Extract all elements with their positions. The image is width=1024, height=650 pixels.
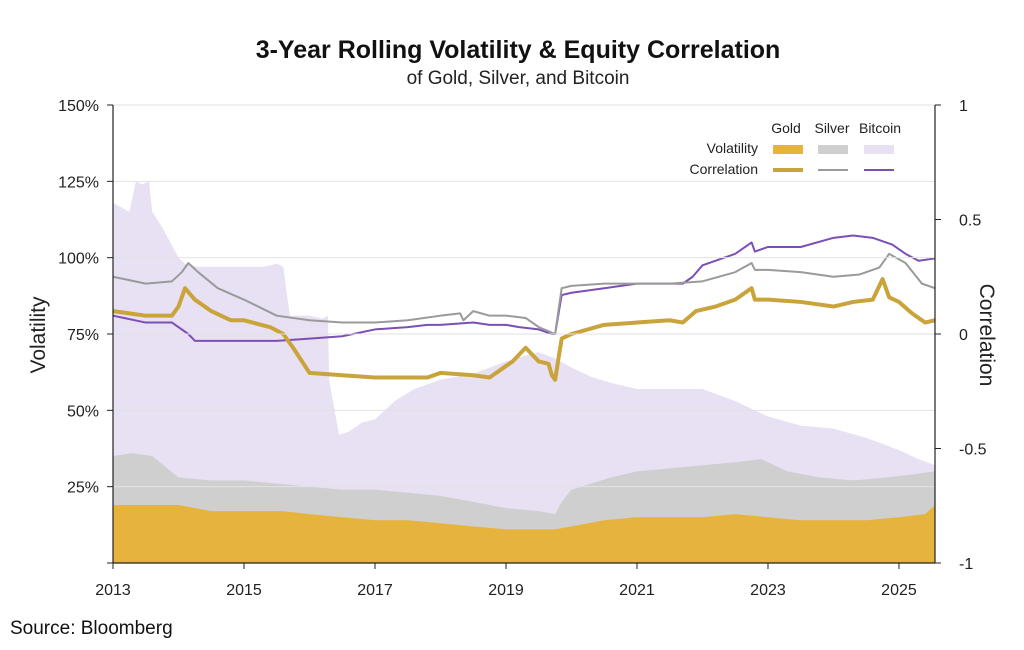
- y-tick-label: 25%: [67, 480, 99, 497]
- line-gold: [112, 277, 936, 382]
- axes: [107, 104, 941, 569]
- legend-swatch-gold-volatility: [773, 145, 803, 154]
- legend-col-gold: Gold: [771, 120, 801, 136]
- y2-tick-label: -0.5: [959, 442, 987, 459]
- y2-tick-label: 1: [959, 98, 968, 115]
- y-tick-label: 50%: [67, 403, 99, 420]
- tick-labels: 25% 50% 75% 100% 125% 150% -1 -0.5 0 0.5 1 2013 2015…: [58, 98, 987, 599]
- legend: Gold Silver Bitcoin Volatility Correlati…: [690, 120, 902, 177]
- y2-tick-label: 0.5: [959, 213, 981, 230]
- line-silver: [112, 252, 936, 335]
- y-tick-label: 125%: [58, 174, 99, 191]
- volatility-areas: [113, 181, 935, 564]
- y-tick-label: 150%: [58, 98, 99, 115]
- legend-swatch-silver-volatility: [818, 145, 848, 154]
- legend-row-correlation: Correlation: [690, 161, 758, 177]
- y2-tick-label: 0: [959, 327, 968, 344]
- x-tick-label: 2015: [226, 582, 262, 599]
- chart-subtitle: of Gold, Silver, and Bitcoin: [407, 68, 630, 89]
- legend-col-bitcoin: Bitcoin: [859, 120, 901, 136]
- area-gold: [113, 504, 935, 563]
- y-tick-label: 100%: [58, 251, 99, 268]
- y-tick-label: 75%: [67, 327, 99, 344]
- x-tick-label: 2017: [357, 582, 393, 599]
- y-axis-label: Volatility: [27, 296, 50, 374]
- x-tick-label: 2019: [488, 582, 524, 599]
- x-tick-label: 2021: [619, 582, 655, 599]
- x-tick-label: 2025: [881, 582, 917, 599]
- y2-axis-label: Correlation: [975, 284, 998, 387]
- chart-title: 3-Year Rolling Volatility & Equity Corre…: [256, 36, 781, 64]
- legend-row-volatility: Volatility: [707, 140, 758, 156]
- x-tick-label: 2023: [750, 582, 786, 599]
- y2-tick-label: -1: [959, 556, 973, 573]
- source-note: Source: Bloomberg: [10, 618, 173, 639]
- legend-col-silver: Silver: [814, 120, 849, 136]
- x-tick-label: 2013: [95, 582, 131, 599]
- legend-swatch-bitcoin-volatility: [864, 145, 894, 154]
